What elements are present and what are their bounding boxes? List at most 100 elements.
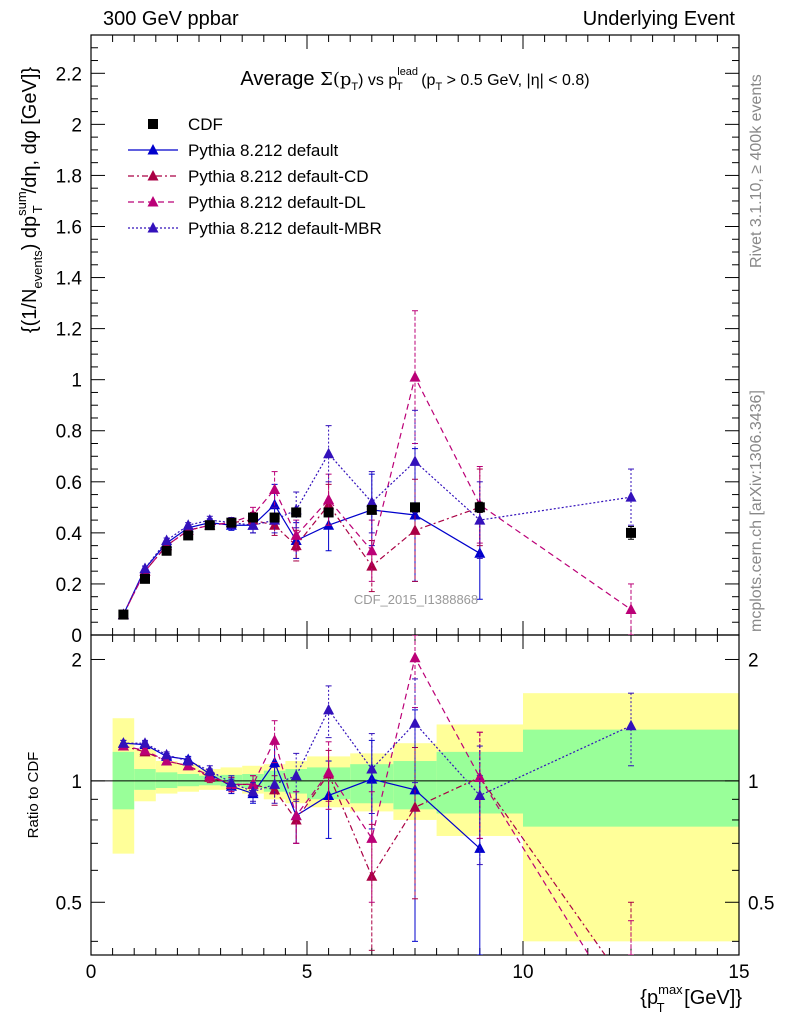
ratio-y-tick-label-right: 0.5 (748, 893, 774, 914)
axis-ticks: 0 5 10 15 0 0.2 0.4 0.6 0.8 1 1.2 1.4 1.6 1.8 2 2.2 0.5 0… (56, 34, 774, 983)
ratio-series-2-point (409, 651, 421, 663)
legend-label: Pythia 8.212 default (188, 141, 339, 160)
main-series-0-point (140, 573, 150, 584)
main-series-0-point (366, 504, 377, 515)
main-y-tick-label: 1.4 (56, 269, 83, 290)
ratio-y-axis-label: Ratio to CDF (25, 752, 42, 839)
main-y-tick-label: 2.2 (56, 64, 82, 85)
main-y-tick-label: 1.8 (56, 166, 82, 187)
main-series-4-point (474, 514, 486, 525)
analysis-watermark: CDF_2015_I1388868 (354, 592, 478, 607)
main-y-tick-label: 0.6 (56, 473, 82, 494)
ratio-y-tick-label-left: 2 (71, 650, 82, 671)
band-inner (523, 729, 739, 827)
ratio-series-2-point (139, 744, 151, 755)
ratio-series-3-point (225, 776, 237, 788)
ratio-series-2-point (366, 832, 378, 843)
main-y-tick-label: 0 (71, 626, 82, 647)
ratio-series-3-point (366, 763, 378, 774)
main-series-0-point (291, 507, 302, 518)
main-series-0-point (248, 512, 258, 523)
main-series-3-point (323, 493, 335, 505)
header-left-label: 300 GeV ppbar (103, 8, 239, 30)
main-series-4-line (122, 452, 632, 615)
ratio-series-3-point (182, 755, 194, 766)
ratio-y-tick-label-right: 2 (748, 650, 759, 671)
ratio-y-tick-label-left: 0.5 (56, 893, 82, 914)
main-series-0-point (183, 530, 194, 541)
mcplots-label: mcplots.cern.ch [arXiv:1306.3436] (748, 390, 765, 632)
ratio-y-tick-label-left: 1 (71, 772, 82, 793)
main-series-1-point (474, 547, 486, 558)
main-series-3-point (409, 371, 421, 382)
band-inner (177, 774, 199, 787)
x-axis-label: {pmax T [GeV]} (640, 982, 742, 1015)
main-series-4-point (161, 534, 173, 546)
main-series-0-point (410, 502, 420, 513)
main-series-4-point (625, 491, 637, 502)
ratio-series-3-point (139, 737, 151, 748)
legend-label: CDF (188, 115, 223, 134)
ratio-series-3-point (247, 785, 259, 797)
legend-label: Pythia 8.212 default-CD (188, 167, 369, 186)
main-series-4-point (323, 447, 335, 459)
main-series-0-point (626, 527, 636, 538)
main-y-tick-label: 0.8 (56, 422, 82, 443)
header-right-label: Underlying Event (582, 8, 735, 30)
ratio-series-1-point (409, 801, 421, 812)
main-series-0-point (323, 507, 334, 518)
main-series-1-point (409, 509, 421, 520)
ratio-series-3-point (161, 748, 173, 760)
main-series-0-point (161, 545, 172, 556)
ratio-series-3-point (204, 764, 216, 776)
ratio-series-2-point (323, 766, 335, 777)
ratio-series-2-point (474, 771, 486, 782)
main-series-4-point (366, 496, 378, 507)
x-tick-label: 15 (728, 962, 749, 983)
ratio-plot-series (117, 635, 637, 955)
ratio-series-3-point (409, 717, 421, 728)
main-series-4-point (409, 455, 421, 466)
ratio-series-2-point (269, 734, 281, 745)
main-series-3-point (290, 529, 302, 540)
legend-label: Pythia 8.212 default-DL (188, 193, 366, 212)
ratio-series-0-point (409, 783, 421, 795)
main-series-0-point (204, 520, 215, 531)
x-tick-label: 10 (512, 962, 533, 983)
band-inner (134, 769, 156, 790)
main-series-3-point (625, 603, 637, 614)
x-tick-label: 0 (86, 962, 97, 983)
main-y-axis-label: {(1/Nevents) dpsumT/dη, dφ [GeV]} (14, 67, 45, 333)
main-series-4-point (247, 519, 259, 530)
legend-marker (147, 170, 159, 181)
ratio-series-2-point (290, 809, 302, 821)
main-series-3-point (269, 483, 281, 494)
x-tick-label: 5 (302, 962, 313, 983)
ratio-y-tick-label-right: 1 (748, 772, 759, 793)
legend: CDF Pythia 8.212 default Pythia 8.212 defa… (128, 115, 382, 238)
rivet-version-label: Rivet 3.1.10, ≥ 400k events (748, 74, 765, 268)
main-series-3-point (366, 544, 378, 556)
chart-title: Average Σ(pT) vs plead T (pT > 0.5 GeV, |… (240, 66, 589, 93)
main-y-tick-label: 0.4 (56, 524, 83, 545)
main-series-0-point (474, 502, 485, 513)
main-series-0-point (118, 609, 129, 620)
main-series-4-point (182, 519, 194, 530)
ratio-series-1-point (366, 870, 378, 881)
legend-marker (147, 222, 159, 233)
main-series-0-point (226, 517, 237, 528)
main-series-3-line (122, 375, 632, 615)
ratio-series-2-point (161, 755, 173, 766)
legend-label: Pythia 8.212 default-MBR (188, 219, 382, 238)
ratio-series-2-line (123, 656, 590, 955)
main-y-tick-label: 1.6 (56, 217, 82, 238)
ratio-series-3-point (625, 719, 637, 731)
ratio-series-3-point (290, 769, 302, 781)
ratio-series-3-point (117, 737, 129, 748)
main-y-tick-label: 2 (71, 115, 82, 136)
legend-marker (147, 196, 159, 207)
ratio-series-3-point (474, 789, 486, 800)
ratio-series-3-point (323, 703, 335, 715)
legend-marker (148, 119, 158, 129)
